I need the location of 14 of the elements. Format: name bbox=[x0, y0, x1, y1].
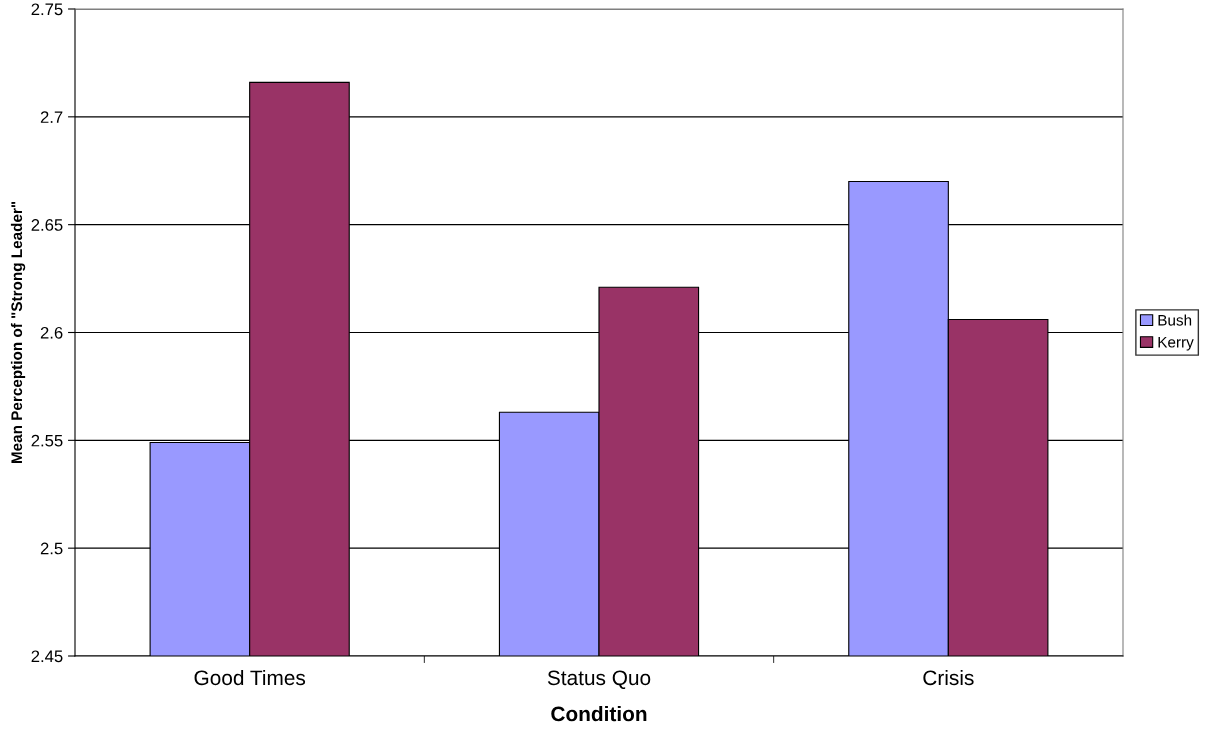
y-tick-label: 2.6 bbox=[40, 326, 63, 339]
y-tick-label: 2.75 bbox=[31, 3, 63, 16]
legend-label: Bush bbox=[1158, 314, 1192, 326]
y-tick-label: 2.45 bbox=[31, 650, 63, 663]
y-tick-label: 2.5 bbox=[40, 542, 63, 555]
x-tick-label: Good Times bbox=[194, 669, 306, 686]
x-axis-title: Condition bbox=[551, 705, 647, 722]
y-tick-label: 2.65 bbox=[31, 219, 63, 231]
legend-label: Kerry bbox=[1158, 336, 1194, 351]
x-tick-label: Crisis bbox=[923, 669, 974, 686]
y-tick-label: 2.7 bbox=[40, 111, 63, 123]
y-tick-label: 2.55 bbox=[31, 434, 63, 447]
x-tick-label: Status Quo bbox=[547, 670, 651, 689]
y-axis-title: Mean Perception of "Strong Leader" bbox=[10, 201, 26, 464]
